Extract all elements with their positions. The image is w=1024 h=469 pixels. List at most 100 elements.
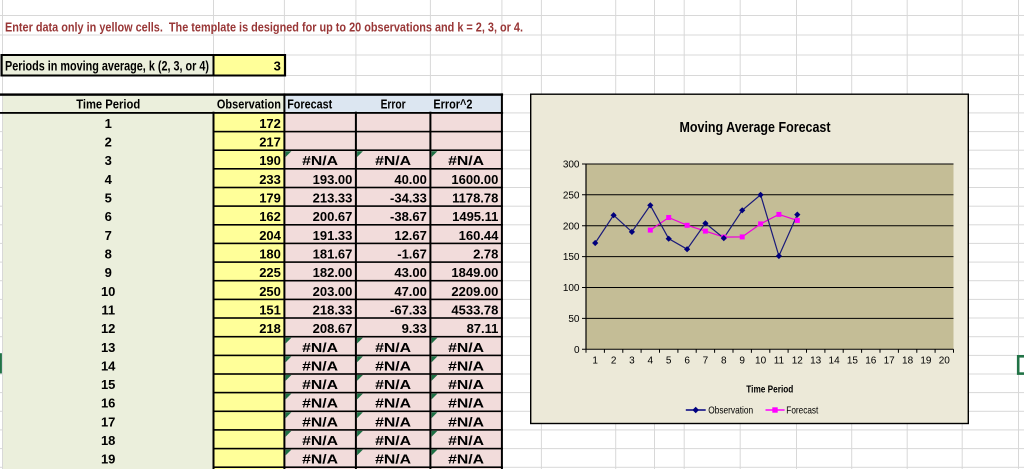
svg-text:50: 50 xyxy=(568,314,580,325)
svg-text:Periods in moving average, k (: Periods in moving average, k (2, 3, or 4… xyxy=(5,58,209,74)
svg-text:#N/A: #N/A xyxy=(375,433,412,448)
svg-text:150: 150 xyxy=(563,252,580,263)
svg-text:#N/A: #N/A xyxy=(375,452,412,467)
svg-text:#N/A: #N/A xyxy=(302,414,339,429)
svg-text:1600.00: 1600.00 xyxy=(451,172,498,187)
svg-text:13: 13 xyxy=(101,340,115,355)
svg-text:17: 17 xyxy=(884,356,896,367)
svg-text:225: 225 xyxy=(259,265,281,280)
svg-text:4533.78: 4533.78 xyxy=(451,302,498,317)
svg-text:19: 19 xyxy=(101,452,115,467)
svg-text:208.67: 208.67 xyxy=(313,321,353,336)
svg-text:1: 1 xyxy=(592,356,598,367)
svg-text:2: 2 xyxy=(105,135,112,150)
svg-text:Moving Average Forecast: Moving Average Forecast xyxy=(680,120,831,136)
svg-text:#N/A: #N/A xyxy=(448,340,485,355)
svg-text:218.33: 218.33 xyxy=(313,302,353,317)
svg-text:1495.11: 1495.11 xyxy=(452,209,498,224)
svg-text:16: 16 xyxy=(101,396,115,411)
svg-text:-1.67: -1.67 xyxy=(397,247,427,262)
svg-text:#N/A: #N/A xyxy=(448,153,485,168)
svg-text:#N/A: #N/A xyxy=(448,358,485,373)
svg-text:5: 5 xyxy=(105,191,112,206)
svg-text:#N/A: #N/A xyxy=(448,377,485,392)
svg-text:160.44: 160.44 xyxy=(459,228,500,243)
svg-text:43.00: 43.00 xyxy=(394,265,427,280)
svg-text:0: 0 xyxy=(574,345,580,356)
svg-text:#N/A: #N/A xyxy=(302,452,339,467)
svg-text:#N/A: #N/A xyxy=(375,396,412,411)
svg-text:200: 200 xyxy=(563,221,580,232)
svg-text:203.00: 203.00 xyxy=(313,284,353,299)
svg-text:#N/A: #N/A xyxy=(302,153,339,168)
svg-text:190: 190 xyxy=(259,153,281,168)
svg-text:#N/A: #N/A xyxy=(302,358,339,373)
svg-text:1: 1 xyxy=(105,116,112,131)
svg-text:14: 14 xyxy=(829,356,841,367)
svg-text:#N/A: #N/A xyxy=(375,414,412,429)
svg-text:218: 218 xyxy=(259,321,281,336)
svg-text:47.00: 47.00 xyxy=(394,284,427,299)
svg-text:Observation: Observation xyxy=(708,405,753,417)
svg-text:3: 3 xyxy=(274,59,281,74)
svg-text:217: 217 xyxy=(259,135,281,150)
svg-text:5: 5 xyxy=(666,356,672,367)
svg-text:#N/A: #N/A xyxy=(302,396,339,411)
svg-text:Error: Error xyxy=(381,96,406,111)
svg-text:#N/A: #N/A xyxy=(302,377,339,392)
svg-text:#N/A: #N/A xyxy=(375,153,412,168)
svg-text:15: 15 xyxy=(847,356,859,367)
svg-text:250: 250 xyxy=(563,190,580,201)
svg-text:14: 14 xyxy=(101,358,116,373)
svg-text:100: 100 xyxy=(563,283,580,294)
svg-text:172: 172 xyxy=(259,116,281,131)
svg-text:12.67: 12.67 xyxy=(394,228,427,243)
svg-text:204: 204 xyxy=(259,228,281,243)
svg-text:#N/A: #N/A xyxy=(448,452,485,467)
svg-text:4: 4 xyxy=(105,172,113,187)
svg-text:#N/A: #N/A xyxy=(448,414,485,429)
svg-text:10: 10 xyxy=(101,284,115,299)
svg-text:6: 6 xyxy=(684,356,690,367)
svg-text:151: 151 xyxy=(259,302,281,317)
svg-text:1849.00: 1849.00 xyxy=(451,265,498,280)
svg-text:2: 2 xyxy=(611,356,617,367)
svg-text:19: 19 xyxy=(920,356,932,367)
svg-text:#N/A: #N/A xyxy=(375,358,412,373)
svg-text:9: 9 xyxy=(739,356,745,367)
svg-text:4: 4 xyxy=(648,356,654,367)
svg-text:6: 6 xyxy=(105,209,112,224)
svg-text:#N/A: #N/A xyxy=(302,433,339,448)
svg-text:179: 179 xyxy=(259,191,281,206)
svg-text:20: 20 xyxy=(939,356,951,367)
svg-text:300: 300 xyxy=(563,160,580,171)
svg-text:7: 7 xyxy=(105,228,112,243)
svg-text:8: 8 xyxy=(105,247,112,262)
svg-text:Forecast: Forecast xyxy=(786,405,818,417)
svg-text:11: 11 xyxy=(774,356,785,367)
svg-text:13: 13 xyxy=(810,356,822,367)
svg-text:18: 18 xyxy=(902,356,914,367)
svg-text:7: 7 xyxy=(703,356,709,367)
svg-text:3: 3 xyxy=(105,153,112,168)
svg-text:200.67: 200.67 xyxy=(313,209,353,224)
svg-text:193.00: 193.00 xyxy=(313,172,353,187)
svg-text:Time Period: Time Period xyxy=(76,96,140,111)
svg-text:10: 10 xyxy=(755,356,767,367)
svg-text:12: 12 xyxy=(101,321,115,336)
svg-text:11: 11 xyxy=(101,302,115,317)
svg-text:#N/A: #N/A xyxy=(375,377,412,392)
svg-text:Forecast: Forecast xyxy=(287,96,333,111)
svg-text:181.67: 181.67 xyxy=(313,247,353,262)
svg-text:191.33: 191.33 xyxy=(313,228,353,243)
svg-text:8: 8 xyxy=(721,356,727,367)
svg-text:-67.33: -67.33 xyxy=(390,302,427,317)
svg-text:Enter data only in yellow cell: Enter data only in yellow cells. The tem… xyxy=(5,20,523,35)
svg-text:#N/A: #N/A xyxy=(448,433,485,448)
svg-text:2.78: 2.78 xyxy=(473,247,498,262)
svg-text:12: 12 xyxy=(792,356,804,367)
svg-text:213.33: 213.33 xyxy=(313,191,353,206)
svg-text:182.00: 182.00 xyxy=(313,265,353,280)
svg-text:233: 233 xyxy=(259,172,281,187)
svg-text:16: 16 xyxy=(865,356,877,367)
